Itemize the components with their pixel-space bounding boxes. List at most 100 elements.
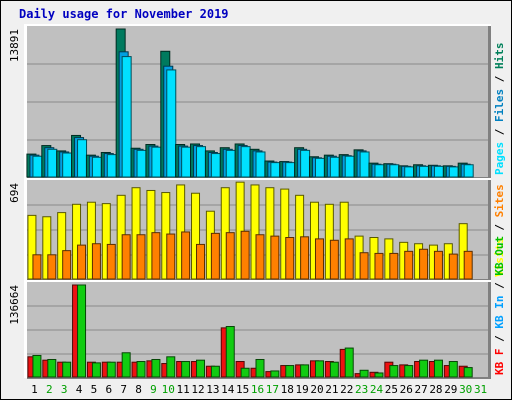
bar-sites <box>210 232 220 280</box>
bar-pages <box>433 165 444 178</box>
x-tick-label: 22 <box>340 383 353 396</box>
x-tick-label: 5 <box>91 383 98 396</box>
legend-entry: / <box>493 217 506 237</box>
bar-kb-out <box>62 361 72 378</box>
x-axis: 1 2 3 4 5 6 7 8 9 10 11 12 13 14 15 16 17 18 19 20 21 22 23 24 2… <box>31 383 487 396</box>
bar-pages <box>62 152 73 178</box>
bar-visits <box>57 212 67 280</box>
bar-kb-out <box>240 367 250 378</box>
x-tick-label: 19 <box>295 383 308 396</box>
x-tick-label: 21 <box>325 383 338 396</box>
bar-kb-out <box>300 364 310 378</box>
bar-pages <box>196 146 207 178</box>
legend-entry: Pages <box>493 142 506 175</box>
bar-kb-out <box>270 370 280 378</box>
panel-legend: KB F / KB In / KB Out <box>493 236 506 375</box>
bar-sites <box>151 232 161 280</box>
bar-pages <box>121 56 132 178</box>
bar-visits <box>235 181 245 280</box>
bar-sites <box>448 253 458 280</box>
x-tick-label: 2 <box>46 383 53 396</box>
bar-sites <box>166 233 176 280</box>
bar-sites <box>225 232 235 280</box>
bar-kb-out <box>47 358 57 378</box>
legend-entry: KB F <box>493 349 506 376</box>
legend-entry: / <box>493 122 506 142</box>
bar-sites <box>121 234 131 280</box>
x-tick-label: 10 <box>162 383 175 396</box>
x-tick-label: 6 <box>105 383 112 396</box>
bar-sites <box>314 238 324 280</box>
bar-sites <box>106 243 116 280</box>
legend-entry: KB Out <box>493 236 506 276</box>
bar-visits <box>265 187 275 280</box>
panel-ymax-label: 13891 <box>8 29 21 62</box>
x-tick-label: 17 <box>266 383 279 396</box>
bar-kb-out <box>463 367 473 378</box>
bar-kb-out <box>77 284 87 378</box>
bar-pages <box>240 146 251 178</box>
bar-kb-out <box>359 369 369 378</box>
bar-kb-out <box>181 361 191 378</box>
bar-sites <box>240 230 250 280</box>
bar-kb-out <box>433 359 443 378</box>
panel-hits-files: 13891 Pages / Files / Hits <box>8 24 506 179</box>
bar-sites <box>196 243 206 280</box>
bar-pages <box>359 151 370 178</box>
panel-ymax-label: 694 <box>8 183 21 203</box>
legend-entry: Visits <box>493 237 506 277</box>
legend-entry: / <box>493 276 506 296</box>
bar-pages <box>166 69 177 178</box>
bar-visits <box>86 201 96 280</box>
bar-kb-out <box>329 361 339 378</box>
bar-pages <box>270 162 281 178</box>
bar-kb-out <box>255 358 265 378</box>
bar-sites <box>359 252 369 280</box>
legend-entry: / <box>493 69 506 89</box>
x-tick-label: 11 <box>177 383 190 396</box>
bar-pages <box>136 149 147 178</box>
bar-pages <box>300 149 311 178</box>
bar-pages <box>344 155 355 178</box>
bar-pages <box>210 153 221 178</box>
bar-sites <box>62 250 72 280</box>
x-tick-label: 1 <box>31 383 38 396</box>
legend-entry: KB In <box>493 296 506 329</box>
bar-sites <box>329 239 339 280</box>
bar-kb-out <box>32 354 42 378</box>
x-tick-label: 24 <box>370 383 384 396</box>
x-tick-label: 25 <box>385 383 398 396</box>
x-tick-label: 26 <box>400 383 413 396</box>
bar-kb-out <box>374 372 384 378</box>
bar-kb-out <box>166 356 176 378</box>
bar-visits <box>250 184 260 280</box>
bar-visits <box>27 214 37 280</box>
bar-sites <box>389 252 399 280</box>
bar-kb-out <box>344 347 354 378</box>
x-tick-label: 15 <box>236 383 249 396</box>
bar-sites <box>32 254 42 280</box>
panel-visits-sites: 694 Visits / Sites <box>8 178 506 281</box>
bar-kb-out <box>151 358 161 378</box>
bar-kb-out <box>285 365 295 378</box>
bar-sites <box>419 248 429 280</box>
bar-pages <box>374 164 385 178</box>
x-tick-label: 13 <box>206 383 219 396</box>
bar-pages <box>448 166 459 178</box>
chart-title: Daily usage for November 2019 <box>19 7 229 21</box>
x-tick-label: 30 <box>459 383 472 396</box>
bar-pages <box>77 139 88 178</box>
bar-kb-out <box>314 360 324 378</box>
x-tick-label: 12 <box>191 383 204 396</box>
bar-pages <box>329 156 340 178</box>
x-tick-label: 7 <box>120 383 127 396</box>
bar-sites <box>285 237 295 280</box>
bar-sites <box>136 234 146 280</box>
panel-kbytes: 136664 KB F / KB In / KB Out <box>8 236 506 379</box>
x-tick-label: 20 <box>310 383 323 396</box>
bar-pages <box>389 164 400 178</box>
legend-entry: Sites <box>493 184 506 217</box>
bar-sites <box>91 243 101 280</box>
panel-ymax-label: 136664 <box>8 285 21 325</box>
